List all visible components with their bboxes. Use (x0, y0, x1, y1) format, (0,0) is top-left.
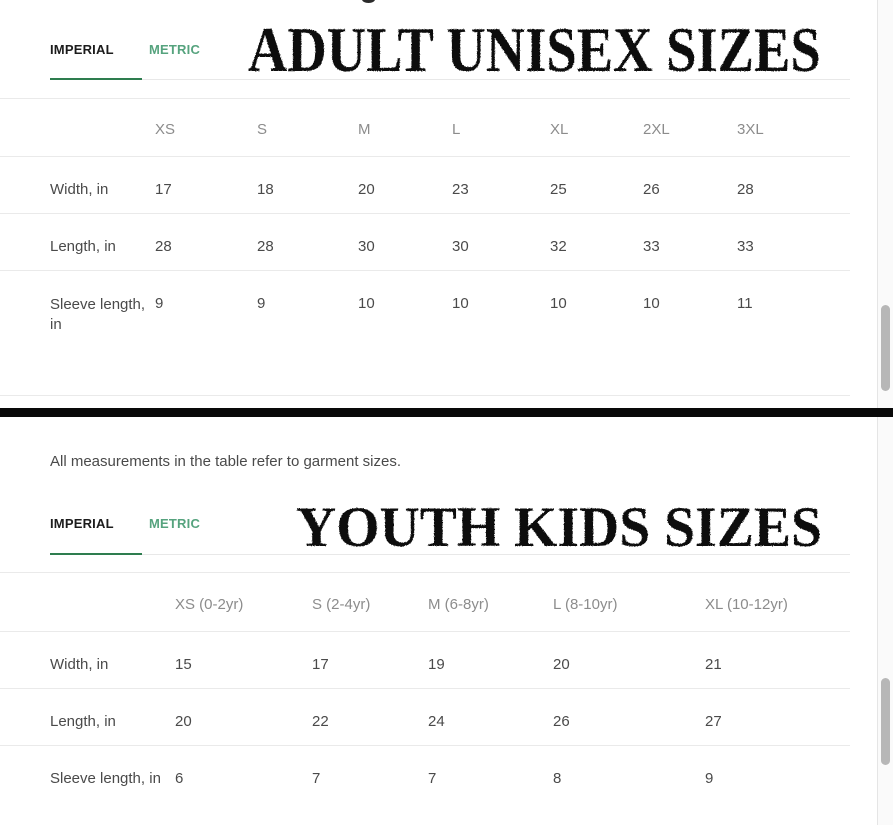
svg-text:YOUTH KIDS SIZES: YOUTH KIDS SIZES (296, 496, 822, 559)
svg-text:ADULT UNISEX SIZES: ADULT UNISEX SIZES (248, 14, 821, 85)
